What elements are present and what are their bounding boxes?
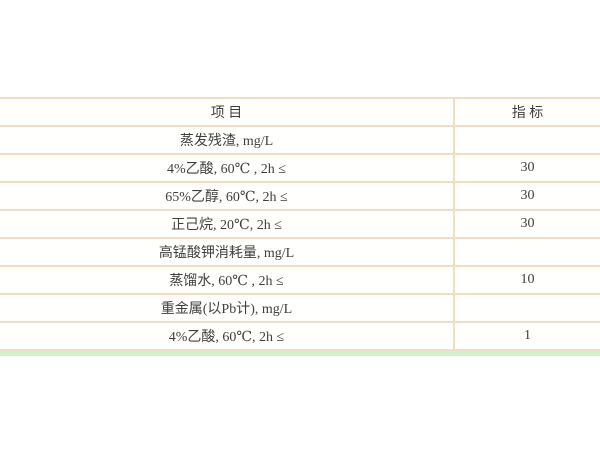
item-cell: 65%乙醇, 60℃, 2h ≤ <box>0 181 455 210</box>
indicator-cell <box>454 125 600 154</box>
item-cell: 重金属(以Pb计), mg/L <box>0 293 455 322</box>
table-row: 65%乙醇, 60℃, 2h ≤30 <box>0 181 600 210</box>
item-cell: 高锰酸钾消耗量, mg/L <box>0 237 455 266</box>
header-indicator: 指 标 <box>454 97 600 126</box>
table-row: 正己烷, 20℃, 2h ≤30 <box>0 209 600 238</box>
indicator-cell: 30 <box>454 181 600 210</box>
table-row: 重金属(以Pb计), mg/L <box>0 293 600 322</box>
indicator-cell: 30 <box>454 209 600 238</box>
table-row: 4%乙酸, 60℃, 2h ≤1 <box>0 321 600 351</box>
table-row: 蒸馏水, 60℃ , 2h ≤10 <box>0 265 600 294</box>
indicator-cell <box>454 293 600 322</box>
table-row: 蒸发残渣, mg/L <box>0 125 600 154</box>
item-cell: 蒸馏水, 60℃ , 2h ≤ <box>0 265 455 294</box>
spec-table: 项 目 指 标 蒸发残渣, mg/L 4%乙酸, 60℃ , 2h ≤30 65%乙… <box>0 97 600 351</box>
table-header-row: 项 目 指 标 <box>0 97 600 126</box>
table-bottom-strip <box>0 351 600 356</box>
item-cell: 蒸发残渣, mg/L <box>0 125 455 154</box>
table-body: 蒸发残渣, mg/L 4%乙酸, 60℃ , 2h ≤30 65%乙醇, 60℃, … <box>0 125 600 351</box>
table-row: 4%乙酸, 60℃ , 2h ≤30 <box>0 153 600 182</box>
item-cell: 正己烷, 20℃, 2h ≤ <box>0 209 455 238</box>
indicator-cell: 30 <box>454 153 600 182</box>
table-row: 高锰酸钾消耗量, mg/L <box>0 237 600 266</box>
indicator-cell <box>454 237 600 266</box>
indicator-cell: 10 <box>454 265 600 294</box>
header-item: 项 目 <box>0 97 455 126</box>
item-cell: 4%乙酸, 60℃ , 2h ≤ <box>0 153 455 182</box>
item-cell: 4%乙酸, 60℃, 2h ≤ <box>0 321 455 351</box>
indicator-cell: 1 <box>454 321 600 351</box>
